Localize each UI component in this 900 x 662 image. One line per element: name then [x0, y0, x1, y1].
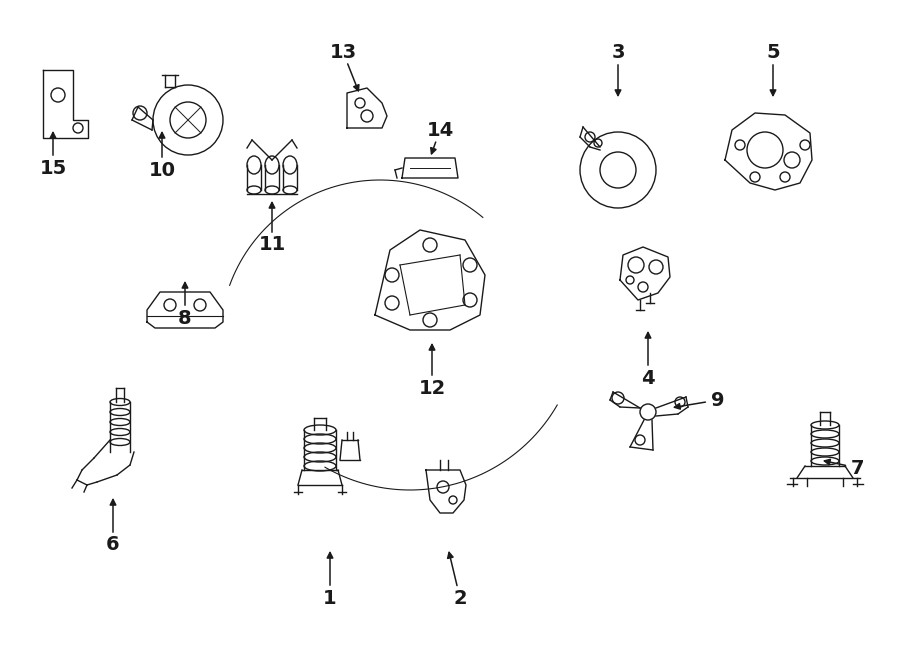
Text: 11: 11 — [258, 236, 285, 254]
Text: 9: 9 — [711, 391, 724, 410]
Text: 5: 5 — [766, 42, 779, 62]
Text: 13: 13 — [329, 42, 356, 62]
Text: 6: 6 — [106, 536, 120, 555]
Text: 4: 4 — [641, 369, 655, 387]
Text: 8: 8 — [178, 308, 192, 328]
Text: 12: 12 — [418, 379, 446, 397]
Text: 2: 2 — [454, 589, 467, 608]
Text: 3: 3 — [611, 42, 625, 62]
Text: 10: 10 — [148, 160, 176, 179]
Text: 7: 7 — [851, 459, 865, 477]
Text: 1: 1 — [323, 589, 337, 608]
Text: 14: 14 — [427, 120, 454, 140]
Text: 15: 15 — [40, 158, 67, 177]
